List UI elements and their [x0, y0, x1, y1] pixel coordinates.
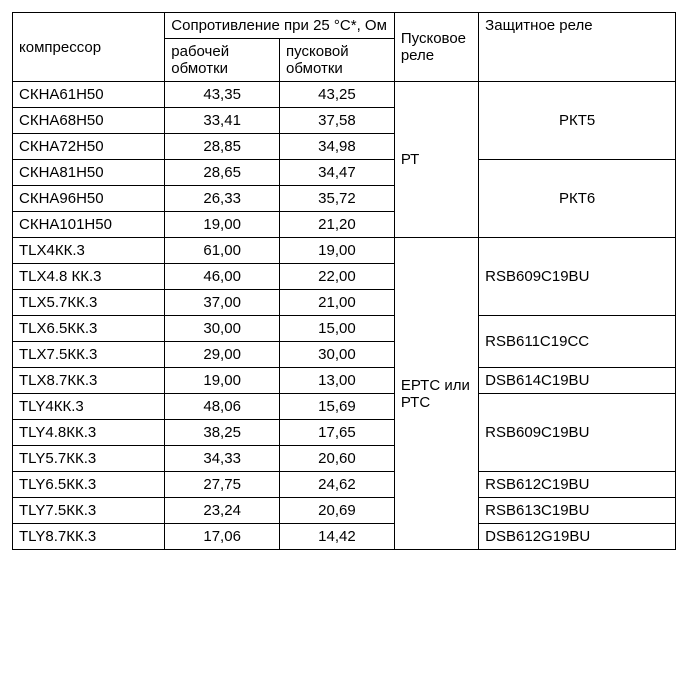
cell-work: 28,65: [165, 160, 280, 186]
cell-work: 27,75: [165, 472, 280, 498]
cell-compressor: TLY8.7КК.3: [13, 524, 165, 550]
table-row: TLY4КК.3 48,06 15,69 RSB609C19BU: [13, 394, 676, 420]
cell-protect-relay: РКТ5: [479, 82, 676, 160]
header-resistance: Сопротивление при 25 °C*, Ом: [165, 13, 395, 39]
cell-protect-relay: RSB612C19BU: [479, 472, 676, 498]
header-start-relay: Пусковое реле: [394, 13, 478, 82]
cell-start: 22,00: [280, 264, 395, 290]
cell-work: 19,00: [165, 368, 280, 394]
cell-start: 34,47: [280, 160, 395, 186]
cell-protect-relay: RSB609C19BU: [479, 238, 676, 316]
cell-start: 15,00: [280, 316, 395, 342]
cell-work: 29,00: [165, 342, 280, 368]
cell-start: 34,98: [280, 134, 395, 160]
cell-protect-relay: RSB613C19BU: [479, 498, 676, 524]
cell-compressor: TLX7.5КК.3: [13, 342, 165, 368]
cell-start: 13,00: [280, 368, 395, 394]
cell-work: 30,00: [165, 316, 280, 342]
header-protect-relay: Защитное реле: [479, 13, 676, 82]
cell-work: 26,33: [165, 186, 280, 212]
table-header-row: компрессор Сопротивление при 25 °C*, Ом …: [13, 13, 676, 39]
cell-start: 30,00: [280, 342, 395, 368]
cell-compressor: TLY4КК.3: [13, 394, 165, 420]
cell-compressor: СКНА61Н50: [13, 82, 165, 108]
cell-start-relay: ЕРТС или РТС: [394, 238, 478, 550]
cell-compressor: TLX8.7КК.3: [13, 368, 165, 394]
cell-work: 23,24: [165, 498, 280, 524]
cell-compressor: СКНА81Н50: [13, 160, 165, 186]
cell-protect-relay: RSB609C19BU: [479, 394, 676, 472]
cell-work: 37,00: [165, 290, 280, 316]
table-row: TLY7.5КК.3 23,24 20,69 RSB613C19BU: [13, 498, 676, 524]
table-row: TLX6.5КК.3 30,00 15,00 RSB611C19CC: [13, 316, 676, 342]
cell-start: 37,58: [280, 108, 395, 134]
cell-protect-relay: DSB612G19BU: [479, 524, 676, 550]
table-row: TLY6.5КК.3 27,75 24,62 RSB612C19BU: [13, 472, 676, 498]
header-work-winding: рабочей обмотки: [165, 39, 280, 82]
cell-protect-relay: RSB611C19CC: [479, 316, 676, 368]
cell-work: 61,00: [165, 238, 280, 264]
cell-compressor: СКНА96Н50: [13, 186, 165, 212]
cell-start: 35,72: [280, 186, 395, 212]
table-row: TLY8.7КК.3 17,06 14,42 DSB612G19BU: [13, 524, 676, 550]
cell-compressor: TLX4.8 КК.3: [13, 264, 165, 290]
cell-work: 34,33: [165, 446, 280, 472]
cell-compressor: TLY5.7КК.3: [13, 446, 165, 472]
cell-work: 38,25: [165, 420, 280, 446]
cell-work: 19,00: [165, 212, 280, 238]
cell-compressor: TLX6.5КК.3: [13, 316, 165, 342]
cell-start: 20,69: [280, 498, 395, 524]
cell-work: 33,41: [165, 108, 280, 134]
cell-protect-relay: РКТ6: [479, 160, 676, 238]
cell-start: 24,62: [280, 472, 395, 498]
table-row: TLX4КК.3 61,00 19,00 ЕРТС или РТС RSB609…: [13, 238, 676, 264]
cell-compressor: СКНА68Н50: [13, 108, 165, 134]
cell-work: 48,06: [165, 394, 280, 420]
cell-protect-relay: DSB614C19BU: [479, 368, 676, 394]
cell-compressor: СКНА101Н50: [13, 212, 165, 238]
cell-compressor: СКНА72Н50: [13, 134, 165, 160]
cell-compressor: TLY6.5КК.3: [13, 472, 165, 498]
cell-work: 17,06: [165, 524, 280, 550]
cell-compressor: TLX5.7КК.3: [13, 290, 165, 316]
cell-compressor: TLX4КК.3: [13, 238, 165, 264]
cell-start: 21,20: [280, 212, 395, 238]
compressor-table: компрессор Сопротивление при 25 °C*, Ом …: [12, 12, 676, 550]
cell-start: 15,69: [280, 394, 395, 420]
cell-compressor: TLY7.5КК.3: [13, 498, 165, 524]
cell-start: 20,60: [280, 446, 395, 472]
cell-work: 46,00: [165, 264, 280, 290]
cell-start: 17,65: [280, 420, 395, 446]
cell-start: 14,42: [280, 524, 395, 550]
cell-start: 19,00: [280, 238, 395, 264]
table-row: TLX8.7КК.3 19,00 13,00 DSB614C19BU: [13, 368, 676, 394]
cell-start: 21,00: [280, 290, 395, 316]
header-start-winding: пусковой обмотки: [280, 39, 395, 82]
cell-work: 28,85: [165, 134, 280, 160]
cell-compressor: TLY4.8КК.3: [13, 420, 165, 446]
table-row: СКНА81Н50 28,65 34,47 РКТ6: [13, 160, 676, 186]
table-row: СКНА61Н50 43,35 43,25 РТ РКТ5: [13, 82, 676, 108]
header-compressor: компрессор: [13, 13, 165, 82]
cell-start-relay: РТ: [394, 82, 478, 238]
cell-work: 43,35: [165, 82, 280, 108]
cell-start: 43,25: [280, 82, 395, 108]
